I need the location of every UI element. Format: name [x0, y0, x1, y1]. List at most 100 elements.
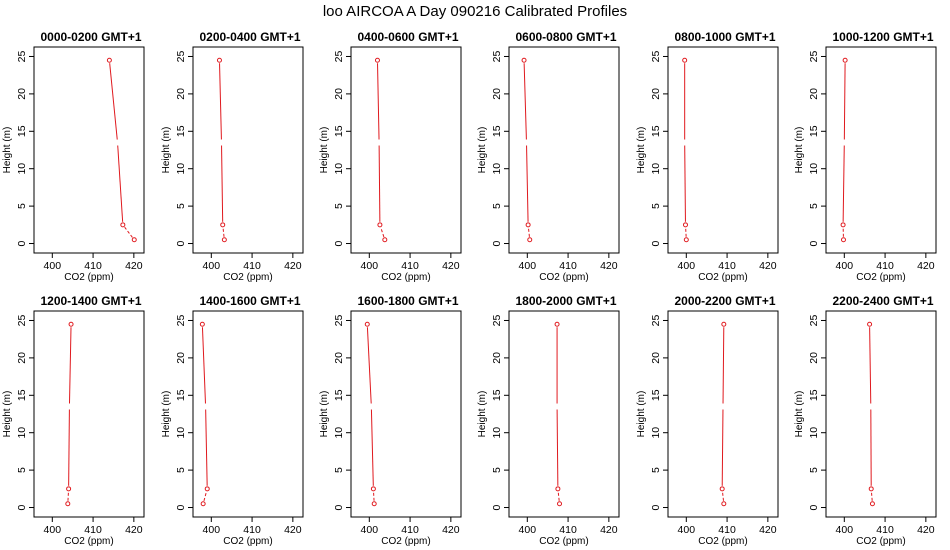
x-tick-label: 400	[519, 260, 537, 272]
profile-segment	[219, 63, 222, 140]
profile-panel: 0000-0200 GMT+1 400 410 420 0 5 10 15 20 25 CO2 (p…	[2, 30, 145, 283]
x-tick-label: 420	[917, 524, 935, 536]
profile-segment	[68, 409, 70, 486]
y-tick-label: 20	[333, 88, 345, 100]
x-tick-label: 400	[678, 524, 696, 536]
y-axis-label: Height (m)	[319, 127, 330, 174]
profile-point	[221, 237, 227, 243]
profile-segment	[684, 145, 686, 222]
y-tick-label: 10	[491, 163, 503, 175]
profile-point	[554, 321, 560, 327]
profile-segment	[378, 145, 381, 222]
profile-point	[868, 486, 874, 492]
x-axis-label: CO2 (ppm)	[64, 272, 113, 283]
x-tick-label: 400	[44, 260, 62, 272]
x-axis-label: CO2 (ppm)	[381, 536, 430, 547]
y-tick-label: 25	[808, 314, 820, 326]
y-tick-label: 0	[808, 240, 820, 246]
profile-point	[68, 321, 74, 327]
profile-panel: 0400-0600 GMT+1 400 410 420 0 5 10 15 20 25 CO2 (p…	[319, 30, 462, 283]
x-tick-label: 410	[718, 524, 736, 536]
y-tick-label: 15	[491, 125, 503, 137]
y-tick-label: 25	[650, 50, 662, 62]
profile-point	[120, 222, 126, 228]
profile-point	[867, 321, 873, 327]
y-tick-label: 0	[808, 504, 820, 510]
panel-title: 2200-2400 GMT+1	[832, 294, 933, 308]
profile-point	[382, 237, 388, 243]
y-tick-label: 5	[175, 467, 187, 473]
y-tick-label: 15	[16, 389, 28, 401]
profile-point	[682, 57, 688, 63]
x-axis-label: CO2 (ppm)	[539, 272, 588, 283]
plot-frame	[33, 310, 145, 518]
x-tick-label: 410	[401, 260, 419, 272]
y-axis-label: Height (m)	[477, 127, 488, 174]
y-axis-label: Height (m)	[794, 391, 805, 438]
y-tick-label: 5	[650, 203, 662, 209]
y-tick-label: 0	[175, 240, 187, 246]
y-tick-label: 20	[16, 352, 28, 364]
x-tick-label: 400	[836, 260, 854, 272]
profile-segment	[377, 63, 380, 140]
plot-frame	[33, 46, 145, 254]
profile-segment	[842, 145, 845, 222]
y-tick-label: 0	[491, 240, 503, 246]
y-axis-label: Height (m)	[2, 391, 13, 438]
x-tick-label: 410	[243, 524, 261, 536]
profile-segment	[556, 409, 559, 486]
y-tick-label: 10	[16, 427, 28, 439]
profile-point	[869, 501, 875, 507]
x-tick-label: 420	[125, 524, 143, 536]
profile-panel: 1000-1200 GMT+1 400 410 420 0 5 10 15 20 25 CO2 (p…	[794, 30, 937, 283]
y-tick-label: 15	[16, 125, 28, 137]
x-axis-label: CO2 (ppm)	[698, 272, 747, 283]
x-tick-label: 410	[718, 260, 736, 272]
profile-panel: 0800-1000 GMT+1 400 410 420 0 5 10 15 20 25 CO2 (p…	[636, 30, 779, 283]
panel-title: 1400-1600 GMT+1	[199, 294, 300, 308]
profile-point	[374, 57, 380, 63]
plot-frame	[350, 46, 462, 254]
plot-frame	[825, 310, 937, 518]
plot-frame	[350, 310, 462, 518]
x-tick-label: 410	[876, 524, 894, 536]
y-tick-label: 25	[333, 50, 345, 62]
x-tick-label: 420	[600, 524, 618, 536]
profile-segment	[722, 327, 725, 404]
y-tick-label: 5	[16, 467, 28, 473]
x-tick-label: 420	[125, 260, 143, 272]
profile-segment	[869, 327, 872, 404]
profile-point	[525, 222, 531, 228]
y-tick-label: 0	[650, 240, 662, 246]
figure-title: loo AIRCOA A Day 090216 Calibrated Profi…	[323, 3, 627, 20]
x-axis-label: CO2 (ppm)	[539, 536, 588, 547]
y-tick-label: 20	[491, 352, 503, 364]
y-tick-label: 20	[808, 352, 820, 364]
y-tick-label: 5	[491, 203, 503, 209]
profile-segment	[721, 409, 724, 486]
profile-point	[557, 501, 563, 507]
y-tick-label: 10	[650, 163, 662, 175]
y-tick-label: 5	[333, 467, 345, 473]
y-tick-label: 0	[16, 504, 28, 510]
panel-title: 1000-1200 GMT+1	[832, 30, 933, 44]
y-axis-label: Height (m)	[161, 391, 172, 438]
plot-frame	[667, 46, 779, 254]
panel-title: 0600-0800 GMT+1	[515, 30, 616, 44]
y-tick-label: 25	[175, 314, 187, 326]
panel-title: 1600-1800 GMT+1	[357, 294, 458, 308]
panel-title: 0800-1000 GMT+1	[674, 30, 775, 44]
x-tick-label: 400	[203, 260, 221, 272]
profile-point	[370, 486, 376, 492]
y-tick-label: 10	[333, 427, 345, 439]
x-tick-label: 400	[361, 260, 379, 272]
y-tick-label: 20	[491, 88, 503, 100]
y-tick-label: 20	[808, 88, 820, 100]
y-axis-label: Height (m)	[636, 391, 647, 438]
profile-panel: 1800-2000 GMT+1 400 410 420 0 5 10 15 20 25 CO2 (p…	[477, 294, 620, 547]
profile-point	[683, 237, 689, 243]
y-tick-label: 25	[16, 314, 28, 326]
profile-point	[842, 57, 848, 63]
y-tick-label: 10	[650, 427, 662, 439]
